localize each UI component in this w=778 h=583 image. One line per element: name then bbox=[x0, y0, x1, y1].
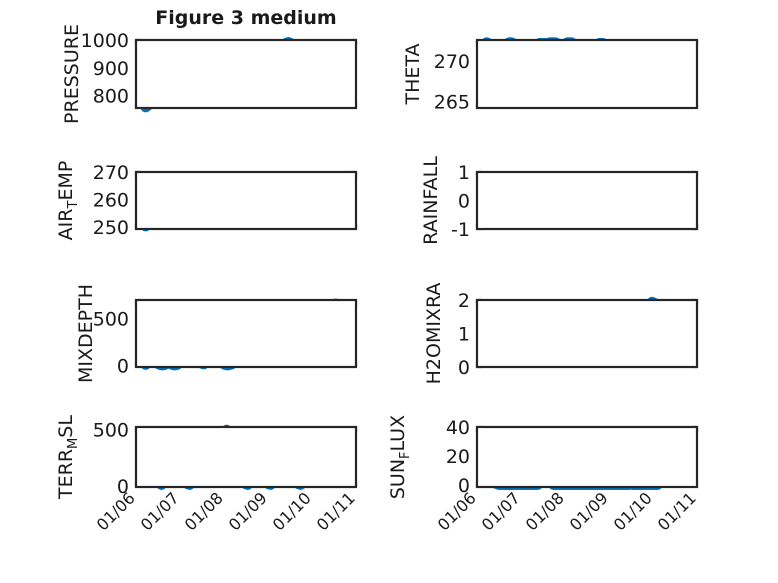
ytick-label-terr_msl: 500 bbox=[93, 419, 129, 441]
axis-box-sun_flux bbox=[475, 425, 699, 489]
axis-box-mixdepth bbox=[134, 298, 358, 369]
plot-panel-air_temp: 250 260 270 AIRTEMP bbox=[55, 161, 358, 241]
axis-box-rainfall bbox=[475, 170, 699, 231]
ytick-label-sun_flux: 20 bbox=[446, 446, 470, 468]
ytick-label-theta: 270 bbox=[434, 51, 470, 73]
ytick-label-h2omixra: 2 bbox=[458, 290, 470, 312]
y-axis-label-h2omixra: H2OMIXRA bbox=[423, 283, 445, 385]
ytick-label-air_temp: 270 bbox=[93, 162, 129, 184]
ytick-label-sun_flux: 40 bbox=[446, 417, 470, 439]
axis-box-pressure bbox=[134, 38, 358, 110]
y-axis-label-terr_msl: TERRMSL bbox=[55, 415, 81, 500]
plot-panel-rainfall: -1 0 1 RAINFALL bbox=[420, 156, 699, 245]
ytick-label-sun_flux: 0 bbox=[458, 475, 470, 497]
ytick-label-air_temp: 260 bbox=[93, 189, 129, 211]
ytick-label-h2omixra: 1 bbox=[458, 324, 470, 346]
plot-panel-h2omixra: 0 1 2 H2OMIXRA bbox=[423, 283, 699, 385]
axis-box-air_temp bbox=[134, 170, 358, 231]
plot-panel-theta: 265 270 THETA bbox=[402, 37, 699, 114]
ytick-label-air_temp: 250 bbox=[93, 217, 129, 239]
ytick-label-mixdepth: 500 bbox=[93, 309, 129, 331]
y-axis-label-sun_flux: SUNFLUX bbox=[387, 415, 413, 499]
y-axis-label-pressure: PRESSURE bbox=[61, 24, 83, 124]
y-axis-label-air_temp: AIRTEMP bbox=[55, 161, 81, 241]
ytick-label-terr_msl: 0 bbox=[117, 476, 129, 498]
ytick-label-rainfall: 1 bbox=[458, 162, 470, 184]
axis-box-h2omixra bbox=[475, 298, 699, 369]
axis-box-terr_msl bbox=[134, 425, 358, 489]
figure-title: Figure 3 medium bbox=[155, 7, 336, 29]
ytick-label-pressure: 800 bbox=[93, 86, 129, 108]
ytick-label-theta: 265 bbox=[434, 92, 470, 114]
ytick-label-pressure: 1000 bbox=[81, 30, 129, 52]
y-axis-label-rainfall: RAINFALL bbox=[420, 156, 442, 245]
ytick-label-pressure: 900 bbox=[93, 58, 129, 80]
ytick-label-rainfall: -1 bbox=[451, 219, 470, 241]
y-axis-label-theta: THETA bbox=[402, 43, 424, 105]
ytick-label-mixdepth: 0 bbox=[117, 356, 129, 378]
axis-box-theta bbox=[475, 38, 699, 110]
ytick-label-h2omixra: 0 bbox=[458, 357, 470, 379]
ytick-label-rainfall: 0 bbox=[458, 191, 470, 213]
y-axis-label-mixdepth: MIXDEPTH bbox=[75, 284, 97, 383]
